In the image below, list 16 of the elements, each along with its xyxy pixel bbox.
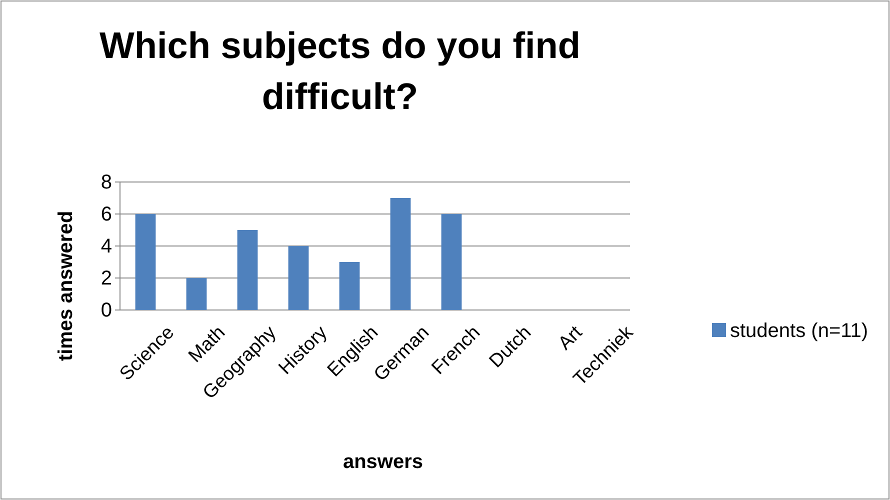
y-axis-title: times answered [55,210,77,362]
bar [288,246,309,310]
y-tick-label: 8 [100,171,112,194]
y-tick-label: 0 [100,299,112,322]
legend-label: students (n=11) [730,320,868,342]
x-axis-title: answers [342,451,424,473]
bar [135,214,156,310]
bar [390,198,411,310]
chart-title: Which subjects do you find difficult? [100,25,580,117]
bar [441,214,462,310]
bar [339,262,360,310]
bar [186,278,207,310]
y-tick-label: 4 [100,235,112,258]
y-tick-label: 2 [100,267,112,290]
bar [237,230,258,310]
y-tick-label: 6 [100,203,112,226]
